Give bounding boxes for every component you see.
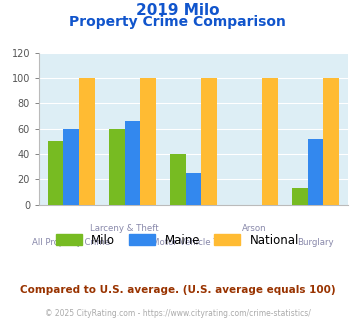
Text: Compared to U.S. average. (U.S. average equals 100): Compared to U.S. average. (U.S. average … (20, 285, 335, 295)
Bar (262, 78, 278, 205)
Text: 2019 Milo: 2019 Milo (136, 3, 219, 18)
Text: Motor Vehicle Theft: Motor Vehicle Theft (152, 238, 235, 247)
Bar (125, 121, 140, 205)
Bar (323, 78, 339, 205)
Bar (79, 78, 95, 205)
Bar (201, 78, 217, 205)
Bar (140, 78, 156, 205)
Text: © 2025 CityRating.com - https://www.cityrating.com/crime-statistics/: © 2025 CityRating.com - https://www.city… (45, 309, 310, 317)
Bar (292, 188, 308, 205)
Bar (170, 154, 186, 205)
Text: All Property Crime: All Property Crime (32, 238, 110, 247)
Bar (64, 129, 79, 205)
Bar (308, 139, 323, 205)
Text: Property Crime Comparison: Property Crime Comparison (69, 15, 286, 29)
Text: Arson: Arson (242, 224, 267, 233)
Legend: Milo, Maine, National: Milo, Maine, National (51, 229, 304, 251)
Bar (48, 141, 64, 205)
Bar (186, 173, 201, 205)
Text: Larceny & Theft: Larceny & Theft (90, 224, 159, 233)
Bar (109, 129, 125, 205)
Text: Burglary: Burglary (297, 238, 334, 247)
